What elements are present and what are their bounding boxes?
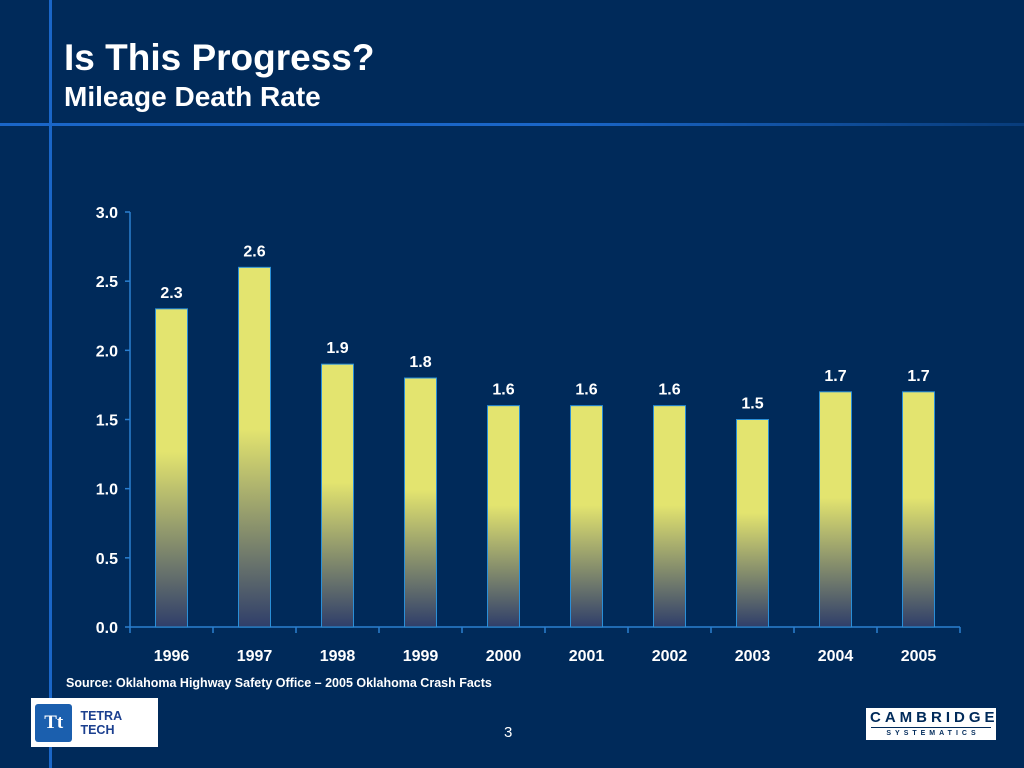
cambridge-wordmark: CAMBRIDGE bbox=[870, 709, 999, 726]
chart-bars bbox=[155, 266, 935, 628]
bar-1999 bbox=[404, 377, 437, 628]
data-label: 2.3 bbox=[160, 285, 182, 302]
x-tick-label: 2005 bbox=[901, 648, 937, 665]
source-note: Source: Oklahoma Highway Safety Office –… bbox=[66, 676, 492, 690]
x-tick-label: 2001 bbox=[569, 648, 605, 665]
y-tick-label: 3.0 bbox=[96, 205, 118, 222]
tetra-tech-logo: Tt TETRA TECH bbox=[31, 698, 158, 747]
y-tick-label: 0.0 bbox=[96, 620, 118, 637]
bar-1998 bbox=[321, 363, 354, 628]
vertical-accent-line bbox=[49, 0, 52, 768]
chart-labels: 2.3 1996 2.6 1997 1.9 1998 1.8 1999 1.6 2000 1.6 20… bbox=[154, 243, 937, 665]
tetra-tech-mark: Tt bbox=[35, 703, 73, 742]
bar-2000 bbox=[487, 405, 520, 628]
x-tick-label: 2004 bbox=[818, 648, 854, 665]
data-label: 1.6 bbox=[492, 382, 514, 399]
bar-2002 bbox=[653, 405, 686, 628]
horizontal-accent-line bbox=[0, 123, 1024, 126]
x-tick-label: 2000 bbox=[486, 648, 522, 665]
y-tick-label: 0.5 bbox=[96, 551, 118, 568]
data-label: 1.7 bbox=[907, 368, 929, 385]
data-label: 1.5 bbox=[741, 396, 763, 413]
x-tick-label: 1996 bbox=[154, 648, 190, 665]
data-label: 2.6 bbox=[243, 243, 265, 260]
y-tick-label: 2.5 bbox=[96, 274, 118, 291]
cambridge-systematics-logo: CAMBRIDGE SYSTEMATICS bbox=[866, 708, 996, 740]
x-tick-label: 1999 bbox=[403, 648, 439, 665]
page-number: 3 bbox=[504, 724, 513, 741]
systematics-wordmark: SYSTEMATICS bbox=[871, 727, 991, 739]
bar-1997 bbox=[238, 266, 271, 628]
x-tick-label: 2002 bbox=[652, 648, 688, 665]
bar-2004 bbox=[819, 391, 852, 628]
data-label: 1.9 bbox=[326, 340, 348, 357]
y-tick-label: 1.5 bbox=[96, 413, 118, 430]
bar-2005 bbox=[902, 391, 935, 628]
y-tick-label: 2.0 bbox=[96, 343, 118, 360]
bar-2003 bbox=[736, 419, 769, 628]
bar-1996 bbox=[155, 308, 188, 628]
bar-2001 bbox=[570, 405, 603, 628]
tetra-tech-wordmark: TETRA TECH bbox=[80, 708, 122, 737]
data-label: 1.6 bbox=[575, 382, 597, 399]
data-label: 1.6 bbox=[658, 382, 680, 399]
slide-subtitle: Mileage Death Rate bbox=[64, 81, 321, 112]
slide-title: Is This Progress? bbox=[64, 37, 375, 78]
x-tick-label: 2003 bbox=[735, 648, 771, 665]
x-tick-label: 1997 bbox=[237, 648, 273, 665]
y-tick-label: 1.0 bbox=[96, 482, 118, 499]
data-label: 1.7 bbox=[824, 368, 846, 385]
data-label: 1.8 bbox=[409, 354, 431, 371]
x-tick-label: 1998 bbox=[320, 648, 356, 665]
